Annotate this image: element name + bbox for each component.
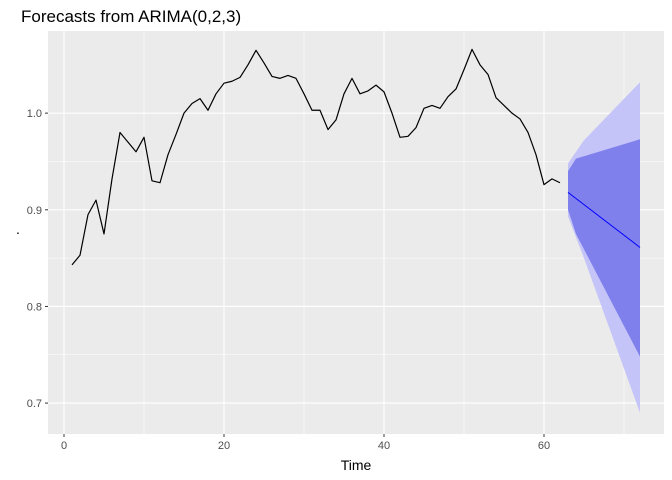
prediction-intervals [568, 82, 640, 413]
x-tick-label: 0 [61, 440, 67, 452]
grid [48, 31, 664, 434]
series-lines [71, 48, 641, 266]
chart-title: Forecasts from ARIMA(0,2,3) [21, 7, 241, 26]
observed-line [71, 48, 561, 266]
y-tick-label: 1.0 [27, 108, 42, 120]
prediction-band-80 [568, 139, 640, 357]
y-axis-title: . [16, 221, 20, 237]
x-tick-label: 40 [378, 440, 390, 452]
x-axis-title: Time [341, 457, 372, 473]
plot-panel [48, 31, 664, 434]
y-tick-label: 0.8 [27, 301, 42, 313]
y-tick-label: 0.9 [27, 205, 42, 217]
x-tick-label: 20 [218, 440, 230, 452]
axis-ticks: 0.7 0.8 0.9 1.0 0 20 40 60 [27, 108, 550, 452]
x-tick-label: 60 [538, 440, 550, 452]
y-tick-label: 0.7 [27, 398, 42, 410]
forecast-line [567, 191, 641, 248]
